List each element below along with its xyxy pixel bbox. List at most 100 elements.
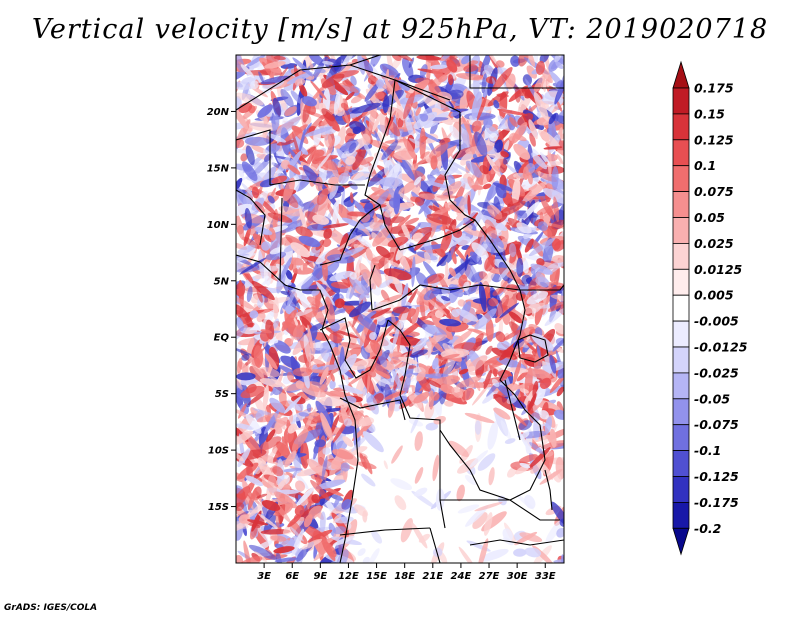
- field-speckle: [397, 214, 411, 228]
- field-speckle: [469, 450, 489, 468]
- field-speckle: [404, 217, 420, 226]
- field-speckle: [375, 245, 391, 258]
- field-speckle: [292, 367, 313, 377]
- field-speckle: [295, 226, 313, 238]
- field-speckle: [445, 261, 449, 283]
- field-speckle: [434, 375, 460, 386]
- field-speckle: [471, 242, 489, 260]
- field-speckle: [360, 199, 371, 204]
- field-speckle: [280, 159, 290, 170]
- field-speckle: [542, 188, 564, 205]
- field-speckle: [236, 471, 246, 483]
- field-speckle: [364, 367, 377, 378]
- field-speckle: [292, 470, 298, 479]
- field-speckle: [291, 428, 309, 452]
- field-speckle: [335, 107, 345, 117]
- field-speckle: [430, 122, 438, 135]
- field-speckle: [440, 393, 468, 405]
- field-speckle: [236, 177, 243, 196]
- field-speckle: [305, 339, 316, 360]
- field-speckle: [236, 316, 244, 332]
- field-speckle: [375, 91, 385, 100]
- field-speckle: [492, 165, 504, 173]
- field-speckle: [311, 303, 326, 326]
- field-speckle: [352, 145, 367, 171]
- field-speckle: [555, 61, 564, 70]
- field-speckle: [292, 57, 314, 77]
- field-speckle: [369, 332, 377, 340]
- lat-tick-label: 10N: [207, 220, 230, 231]
- field-speckle: [497, 115, 509, 129]
- field-speckle: [280, 88, 294, 108]
- field-speckle: [528, 237, 556, 257]
- field-speckle: [362, 431, 384, 453]
- border-chad-west: [364, 79, 401, 251]
- field-speckle: [339, 247, 364, 258]
- field-speckle: [451, 387, 464, 399]
- field-speckle: [276, 139, 295, 146]
- field-speckle: [246, 55, 266, 67]
- field-speckle: [313, 341, 324, 351]
- field-speckle: [267, 195, 275, 204]
- field-speckle: [315, 400, 332, 425]
- field-speckle: [322, 259, 328, 282]
- field-speckle: [489, 132, 498, 142]
- field-speckle: [237, 448, 251, 468]
- border-congo-drc: [387, 319, 411, 396]
- field-speckle: [539, 410, 549, 420]
- field-speckle: [522, 74, 533, 86]
- field-speckle: [487, 421, 498, 450]
- field-speckle: [456, 376, 482, 388]
- field-speckle: [421, 324, 447, 337]
- field-speckle: [274, 491, 297, 509]
- field-speckle: [372, 112, 382, 133]
- field-speckle: [430, 64, 448, 70]
- border-libya-chad: [349, 55, 381, 66]
- field-speckle: [383, 460, 388, 470]
- field-speckle: [417, 96, 427, 104]
- field-speckle: [391, 55, 402, 62]
- field-speckle: [444, 98, 454, 113]
- border-southsudan-east: [520, 284, 564, 291]
- field-speckle: [329, 271, 354, 282]
- field-speckle: [315, 479, 346, 490]
- field-speckle: [479, 214, 508, 231]
- field-speckle: [487, 91, 509, 107]
- colorbar-swatch: [672, 268, 690, 296]
- field-speckle: [241, 182, 255, 198]
- field-speckle: [420, 114, 429, 122]
- field-speckle: [261, 500, 281, 511]
- field-speckle: [401, 180, 418, 194]
- field-speckle: [414, 231, 432, 251]
- field-speckle: [280, 355, 301, 369]
- field-speckle: [512, 359, 522, 385]
- colorbar-label: -0.075: [694, 417, 739, 432]
- colorbar-swatch: [672, 294, 690, 322]
- colorbar-swatch: [672, 191, 690, 218]
- field-speckle: [261, 241, 271, 251]
- field-speckle: [339, 82, 359, 93]
- colorbar-swatch: [672, 424, 690, 452]
- field-speckle: [305, 223, 332, 231]
- field-speckle: [413, 176, 422, 186]
- field-speckle: [376, 319, 399, 343]
- field-speckle: [298, 412, 310, 417]
- field-speckle: [342, 347, 362, 362]
- field-speckle: [403, 90, 415, 120]
- field-speckle: [321, 455, 328, 480]
- field-speckle: [440, 384, 455, 394]
- field-speckle: [520, 431, 530, 439]
- field-speckle: [283, 124, 308, 143]
- field-speckle: [295, 380, 305, 389]
- field-speckle: [498, 266, 511, 281]
- field-speckle: [304, 203, 320, 229]
- field-speckle: [556, 70, 564, 101]
- field-speckle: [380, 108, 388, 116]
- field-speckle: [267, 212, 293, 223]
- field-speckle: [500, 420, 512, 441]
- field-speckle: [414, 431, 423, 451]
- field-speckle: [368, 548, 380, 563]
- field-speckle: [322, 60, 334, 65]
- field-speckle: [536, 258, 545, 267]
- field-speckle: [544, 307, 564, 326]
